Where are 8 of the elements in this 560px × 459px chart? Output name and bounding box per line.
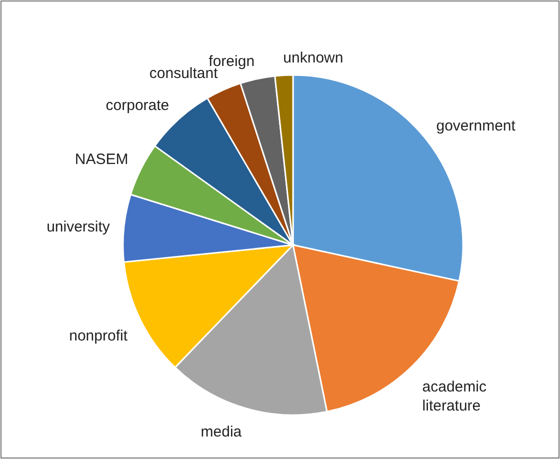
slice-label: NASEM xyxy=(74,151,128,168)
slice-label: government xyxy=(436,118,516,135)
slice-label: academic literature xyxy=(422,378,487,414)
slice-label: nonprofit xyxy=(69,327,128,344)
slice-label: university xyxy=(46,218,110,236)
slice-label: corporate xyxy=(106,96,170,114)
slice-label: media xyxy=(200,424,242,441)
slice-label: unknown xyxy=(283,49,344,66)
